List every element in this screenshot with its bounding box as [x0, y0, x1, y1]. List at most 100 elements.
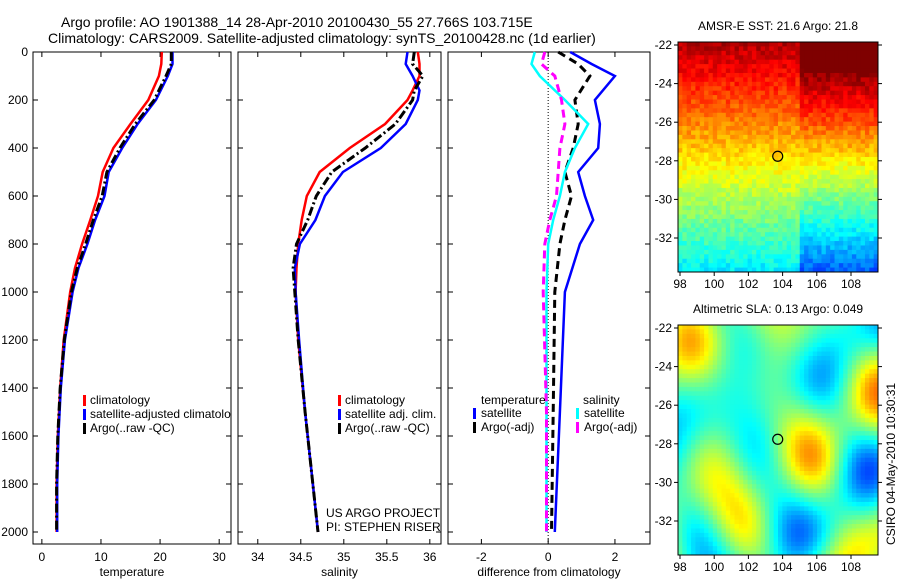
map-cell [787, 449, 792, 454]
map-cell [752, 453, 757, 458]
map-cell [721, 184, 726, 189]
map-cell [869, 475, 874, 480]
map-cell [865, 418, 870, 423]
map-cell [787, 144, 792, 149]
map-cell [795, 471, 800, 476]
map-cell [691, 259, 696, 264]
map-cell [748, 484, 753, 489]
map-cell [782, 400, 787, 405]
map-cell [739, 77, 744, 82]
map-cell [756, 533, 761, 538]
map-cell [861, 64, 866, 69]
map-cell [678, 263, 683, 268]
map-cell [748, 241, 753, 246]
map-cell [808, 413, 813, 418]
map-cell [704, 263, 709, 268]
map-cell [678, 153, 683, 158]
x-tick-label: 36 [423, 550, 437, 564]
map-cell [808, 100, 813, 105]
map-cell [852, 228, 857, 233]
map-cell [748, 343, 753, 348]
map-cell [800, 524, 805, 529]
map-cell [687, 467, 692, 472]
map-cell [774, 192, 779, 197]
map-cell [721, 148, 726, 153]
map-cell [717, 250, 722, 255]
map-cell [691, 484, 696, 489]
map-cell [713, 422, 718, 427]
map-cell [739, 237, 744, 242]
map-cell [774, 458, 779, 463]
map-cell [726, 95, 731, 100]
map-cell [808, 153, 813, 158]
map-cell [739, 511, 744, 516]
map-cell [835, 117, 840, 122]
map-cell [800, 69, 805, 74]
map-cell [804, 422, 809, 427]
map-cell [735, 100, 740, 105]
map-cell [848, 245, 853, 250]
map-cell [769, 219, 774, 224]
map-cell [787, 64, 792, 69]
map-cell [839, 462, 844, 467]
pi-label: PI: STEPHEN RISER [326, 520, 441, 534]
map-cell [804, 73, 809, 78]
map-cell [869, 219, 874, 224]
map-cell [708, 51, 713, 56]
map-cell [700, 157, 705, 162]
map-cell [765, 528, 770, 533]
map-cell [826, 135, 831, 140]
map-cell [791, 108, 796, 113]
map-cell [735, 356, 740, 361]
map-cell [691, 104, 696, 109]
map-cell [856, 489, 861, 494]
map-cell [835, 241, 840, 246]
map-cell [752, 334, 757, 339]
map-cell [739, 506, 744, 511]
map-cell [708, 55, 713, 60]
map-cell [678, 232, 683, 237]
map-cell [682, 511, 687, 516]
map-cell [861, 117, 866, 122]
map-cell [804, 210, 809, 215]
map-cell [682, 480, 687, 485]
map-cell [682, 409, 687, 414]
map-cell [700, 254, 705, 259]
map-cell [752, 387, 757, 392]
x-tick-label: 106 [807, 277, 827, 291]
map-cell [826, 157, 831, 162]
map-cell [800, 396, 805, 401]
map-cell [778, 245, 783, 250]
map-cell [843, 467, 848, 472]
map-cell [800, 338, 805, 343]
map-cell [782, 533, 787, 538]
map-cell [695, 413, 700, 418]
map-cell [852, 484, 857, 489]
map-cell [713, 418, 718, 423]
map-cell [700, 391, 705, 396]
map-cell [730, 391, 735, 396]
map-cell [839, 122, 844, 127]
legend-swatch-red [83, 395, 86, 406]
map-cell [774, 51, 779, 56]
map-cell [765, 69, 770, 74]
map-cell [869, 352, 874, 357]
map-cell [856, 396, 861, 401]
map-cell [761, 542, 766, 547]
map-cell [756, 170, 761, 175]
map-cell [869, 391, 874, 396]
map-cell [769, 502, 774, 507]
map-cell [778, 418, 783, 423]
map-cell [700, 188, 705, 193]
map-cell [800, 343, 805, 348]
map-cell [700, 51, 705, 56]
map-cell [678, 245, 683, 250]
map-cell [756, 197, 761, 202]
map-cell [730, 206, 735, 211]
map-cell [752, 100, 757, 105]
map-cell [765, 391, 770, 396]
map-cell [748, 232, 753, 237]
map-cell [830, 325, 835, 330]
map-cell [721, 356, 726, 361]
map-cell [791, 210, 796, 215]
